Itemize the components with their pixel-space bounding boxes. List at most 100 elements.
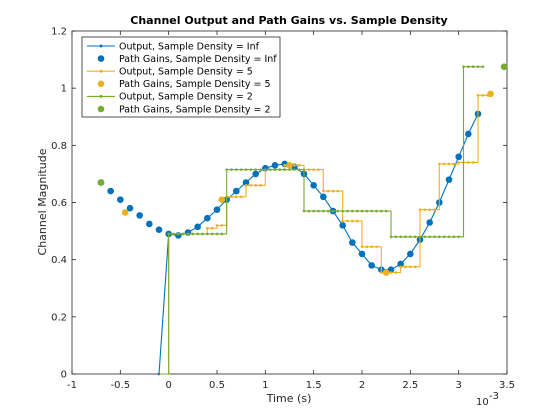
path-gain-marker bbox=[126, 204, 134, 212]
path-gain-marker bbox=[233, 187, 240, 195]
legend-entry-path-gains-sample-density-inf: Path Gains, Sample Density = Inf bbox=[97, 54, 277, 65]
sample-point bbox=[326, 209, 330, 213]
sample-point bbox=[409, 235, 412, 239]
legend-entry-path-gains-sample-density-5: Path Gains, Sample Density = 5 bbox=[97, 79, 271, 90]
sample-point bbox=[404, 265, 407, 269]
y-tick-label: 0.6 bbox=[51, 198, 67, 209]
legend-label: Path Gains, Sample Density = 2 bbox=[119, 104, 271, 115]
sample-point bbox=[273, 168, 277, 171]
sample-point bbox=[196, 232, 199, 236]
sample-point bbox=[297, 164, 301, 167]
series-layer bbox=[97, 63, 508, 376]
sample-point bbox=[331, 209, 335, 213]
sample-point bbox=[264, 168, 267, 171]
sample-point bbox=[322, 209, 325, 213]
path-gain-marker bbox=[252, 170, 259, 178]
sample-point bbox=[177, 232, 180, 236]
sample-point bbox=[476, 65, 480, 69]
sample-point bbox=[428, 208, 431, 211]
sample-point bbox=[322, 189, 325, 193]
sample-point bbox=[438, 235, 441, 239]
path-gain-marker bbox=[487, 90, 494, 98]
sample-point bbox=[215, 224, 219, 227]
sample-point bbox=[244, 168, 248, 171]
sample-point bbox=[346, 209, 349, 213]
x-tick-label: 3.5 bbox=[499, 380, 515, 391]
sample-point bbox=[351, 209, 354, 213]
legend-marker bbox=[97, 105, 105, 113]
x-tick-label: -1 bbox=[67, 380, 77, 391]
sample-point bbox=[375, 245, 378, 249]
sample-point bbox=[186, 232, 190, 236]
sample-point bbox=[230, 168, 233, 171]
sample-point bbox=[341, 219, 344, 223]
y-tick-label: 0.4 bbox=[51, 255, 67, 266]
series-line-output-sample-density-inf bbox=[158, 113, 479, 375]
sample-point bbox=[380, 271, 383, 274]
sample-point bbox=[467, 65, 470, 69]
sample-point bbox=[409, 265, 412, 269]
sample-point bbox=[312, 168, 315, 171]
sample-point bbox=[452, 235, 456, 239]
path-gain-marker bbox=[286, 162, 293, 169]
x-tick-label: 3 bbox=[455, 380, 461, 391]
sample-point bbox=[326, 189, 330, 193]
x-tick-label: 0 bbox=[165, 380, 171, 391]
path-gain-marker bbox=[320, 193, 327, 201]
sample-point bbox=[457, 161, 460, 164]
sample-point bbox=[355, 209, 359, 213]
sample-point bbox=[423, 235, 427, 239]
sample-point bbox=[365, 245, 369, 249]
sample-point bbox=[351, 219, 354, 223]
path-gain-marker bbox=[500, 63, 508, 71]
path-gain-marker bbox=[194, 223, 201, 231]
sample-point bbox=[447, 235, 451, 239]
sample-point bbox=[283, 168, 286, 171]
legend-label: Path Gains, Sample Density = 5 bbox=[119, 79, 271, 90]
sample-point bbox=[438, 162, 441, 166]
sample-point bbox=[467, 161, 470, 164]
sample-point bbox=[235, 195, 238, 199]
path-gain-marker bbox=[107, 187, 114, 195]
sample-point bbox=[394, 235, 398, 239]
sample-point bbox=[399, 265, 402, 269]
y-axis: 0 0.2 0.4 0.6 0.8 1 1.2 bbox=[51, 27, 507, 381]
sample-point bbox=[481, 65, 485, 69]
path-gain-marker bbox=[397, 260, 404, 268]
sample-point bbox=[191, 232, 195, 236]
series-path-gains-sample-density-2 bbox=[97, 63, 508, 186]
sample-point bbox=[384, 209, 388, 213]
sample-point bbox=[317, 209, 320, 213]
path-gain-marker bbox=[218, 196, 226, 203]
path-gain-marker bbox=[204, 214, 211, 222]
sample-point bbox=[312, 209, 315, 213]
sample-point bbox=[394, 271, 398, 274]
sample-point bbox=[360, 209, 364, 213]
sample-point bbox=[201, 232, 204, 236]
path-gain-marker bbox=[358, 250, 366, 258]
sample-point bbox=[278, 168, 282, 171]
sample-point bbox=[283, 164, 286, 167]
y-axis-label: Channel Magnitude bbox=[36, 148, 49, 255]
sample-point bbox=[442, 235, 446, 239]
path-gain-marker bbox=[382, 269, 390, 276]
sample-point bbox=[360, 245, 364, 249]
sample-point bbox=[375, 209, 378, 213]
y-tick-label: 1.2 bbox=[51, 27, 67, 38]
sample-point bbox=[215, 232, 219, 236]
series-output-sample-density-2 bbox=[159, 65, 485, 375]
sample-point bbox=[447, 162, 451, 166]
path-gain-marker bbox=[455, 153, 462, 161]
legend-entry-path-gains-sample-density-2: Path Gains, Sample Density = 2 bbox=[97, 104, 271, 115]
path-gain-marker bbox=[271, 162, 279, 169]
sample-point bbox=[452, 162, 456, 166]
sample-point bbox=[220, 224, 224, 227]
path-gain-marker bbox=[407, 250, 414, 258]
sample-point bbox=[336, 209, 340, 213]
sample-point bbox=[389, 235, 393, 239]
sample-point bbox=[259, 184, 262, 187]
series-path-gains-sample-density-5 bbox=[121, 90, 494, 276]
legend-entry-output-sample-density-5: Output, Sample Density = 5 bbox=[87, 67, 253, 78]
chart-title: Channel Output and Path Gains vs. Sample… bbox=[130, 14, 447, 27]
